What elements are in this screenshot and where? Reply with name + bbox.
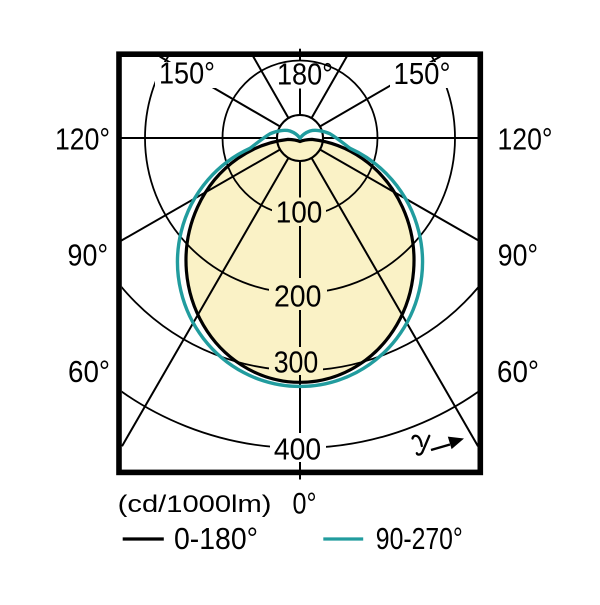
- svg-text:180°: 180°: [277, 57, 333, 92]
- svg-text:60°: 60°: [497, 354, 539, 389]
- svg-text:120°: 120°: [498, 122, 553, 157]
- svg-text:150°: 150°: [159, 56, 215, 91]
- svg-text:90-270°: 90-270°: [376, 521, 463, 556]
- svg-text:200: 200: [274, 279, 322, 314]
- svg-text:60°: 60°: [68, 354, 110, 389]
- svg-text:100: 100: [276, 194, 323, 229]
- svg-text:400: 400: [274, 432, 321, 467]
- svg-text:120°: 120°: [55, 122, 110, 157]
- svg-text:(cd/1000lm): (cd/1000lm): [118, 491, 272, 518]
- svg-text:0°: 0°: [293, 488, 317, 521]
- svg-text:90°: 90°: [68, 238, 109, 273]
- svg-text:150°: 150°: [394, 56, 451, 91]
- svg-text:90°: 90°: [498, 238, 538, 273]
- svg-text:300: 300: [274, 345, 319, 380]
- svg-text:0-180°: 0-180°: [174, 521, 258, 556]
